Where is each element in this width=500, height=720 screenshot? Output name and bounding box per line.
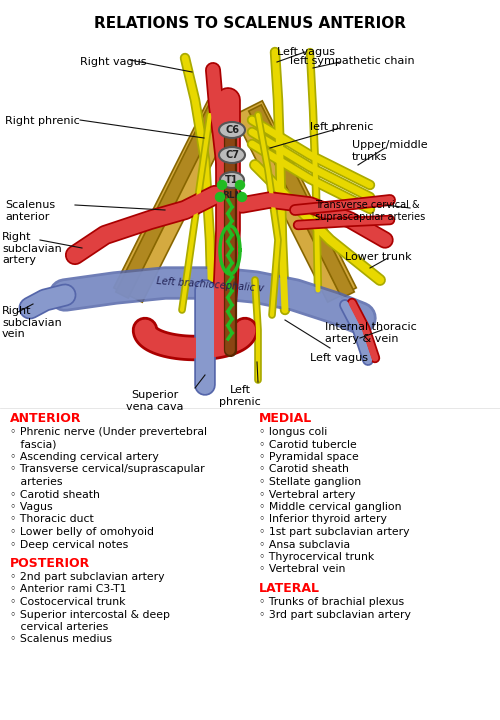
Text: ◦ 3rd part subclavian artery: ◦ 3rd part subclavian artery xyxy=(259,610,411,619)
Text: ◦ Anterior rami C3-T1: ◦ Anterior rami C3-T1 xyxy=(10,585,126,595)
Text: ◦ Vagus: ◦ Vagus xyxy=(10,502,52,512)
Polygon shape xyxy=(114,101,236,302)
Text: ◦ Vertebral artery: ◦ Vertebral artery xyxy=(259,490,356,500)
Text: Transverse cervical &
suprascapular arteries: Transverse cervical & suprascapular arte… xyxy=(315,200,425,222)
Text: Internal thoracic
artery & vein: Internal thoracic artery & vein xyxy=(325,322,417,343)
Text: fascia): fascia) xyxy=(10,439,56,449)
Text: C7: C7 xyxy=(225,150,239,160)
Text: ◦ Pyramidal space: ◦ Pyramidal space xyxy=(259,452,359,462)
Text: ◦ Deep cervical notes: ◦ Deep cervical notes xyxy=(10,539,128,549)
Text: ◦ Scalenus medius: ◦ Scalenus medius xyxy=(10,634,112,644)
Polygon shape xyxy=(116,105,222,298)
Text: LATERAL: LATERAL xyxy=(259,582,320,595)
Text: T1: T1 xyxy=(225,175,239,185)
Text: Lower trunk: Lower trunk xyxy=(345,252,412,262)
Text: left sympathetic chain: left sympathetic chain xyxy=(290,56,414,66)
Text: ◦ Carotid sheath: ◦ Carotid sheath xyxy=(259,464,349,474)
Text: Superior
vena cava: Superior vena cava xyxy=(126,390,184,412)
Text: Right phrenic: Right phrenic xyxy=(5,116,80,126)
Circle shape xyxy=(236,181,244,189)
Text: arteries: arteries xyxy=(10,477,62,487)
Text: ◦ Middle cervical ganglion: ◦ Middle cervical ganglion xyxy=(259,502,402,512)
Text: ◦ Carotid sheath: ◦ Carotid sheath xyxy=(10,490,100,500)
Text: ◦ Inferior thyroid artery: ◦ Inferior thyroid artery xyxy=(259,515,387,524)
Circle shape xyxy=(238,192,246,202)
Text: ◦ Transverse cervical/suprascapular: ◦ Transverse cervical/suprascapular xyxy=(10,464,204,474)
Text: Left vagus: Left vagus xyxy=(310,353,368,363)
Text: ◦ 1st part subclavian artery: ◦ 1st part subclavian artery xyxy=(259,527,410,537)
Ellipse shape xyxy=(219,122,245,138)
Text: ◦ Superior intercostal & deep: ◦ Superior intercostal & deep xyxy=(10,610,170,619)
Ellipse shape xyxy=(220,172,244,188)
Text: ◦ Thyrocervical trunk: ◦ Thyrocervical trunk xyxy=(259,552,374,562)
Circle shape xyxy=(218,181,226,189)
Text: POSTERIOR: POSTERIOR xyxy=(10,557,90,570)
Text: Right vagus: Right vagus xyxy=(80,57,146,67)
Text: ◦ longus coli: ◦ longus coli xyxy=(259,427,327,437)
Ellipse shape xyxy=(219,147,245,163)
Text: ◦ 2nd part subclavian artery: ◦ 2nd part subclavian artery xyxy=(10,572,164,582)
Text: ◦ Ansa subclavia: ◦ Ansa subclavia xyxy=(259,539,350,549)
Text: ◦ Carotid tubercle: ◦ Carotid tubercle xyxy=(259,439,357,449)
Text: ◦ Stellate ganglion: ◦ Stellate ganglion xyxy=(259,477,361,487)
Text: Scalenus
anterior: Scalenus anterior xyxy=(5,200,55,222)
Text: Left
phrenic: Left phrenic xyxy=(219,385,261,407)
Text: ◦ Thoracic duct: ◦ Thoracic duct xyxy=(10,515,94,524)
Text: ◦ Vertebral vein: ◦ Vertebral vein xyxy=(259,564,346,575)
Text: ◦ Costocervical trunk: ◦ Costocervical trunk xyxy=(10,597,126,607)
Text: ◦ Ascending cervical artery: ◦ Ascending cervical artery xyxy=(10,452,159,462)
Text: Upper/middle
trunks: Upper/middle trunks xyxy=(352,140,428,161)
Text: left phrenic: left phrenic xyxy=(310,122,374,132)
Text: Right
subclavian
vein: Right subclavian vein xyxy=(2,306,62,339)
Text: Left vagus: Left vagus xyxy=(277,47,335,57)
Text: ◦ Phrenic nerve (Under prevertebral: ◦ Phrenic nerve (Under prevertebral xyxy=(10,427,207,437)
Text: RLN: RLN xyxy=(222,192,242,200)
Text: C6: C6 xyxy=(225,125,239,135)
Text: Right
subclavian
artery: Right subclavian artery xyxy=(2,232,62,265)
Text: ◦ Trunks of brachial plexus: ◦ Trunks of brachial plexus xyxy=(259,597,404,607)
Text: ANTERIOR: ANTERIOR xyxy=(10,412,82,425)
Text: cervical arteries: cervical arteries xyxy=(10,622,108,632)
Polygon shape xyxy=(234,101,356,302)
Polygon shape xyxy=(248,105,354,298)
Text: MEDIAL: MEDIAL xyxy=(259,412,312,425)
Circle shape xyxy=(216,192,224,202)
Text: Left brachiocephalic v: Left brachiocephalic v xyxy=(156,276,264,294)
Text: RELATIONS TO SCALENUS ANTERIOR: RELATIONS TO SCALENUS ANTERIOR xyxy=(94,16,406,31)
Text: ◦ Lower belly of omohyoid: ◦ Lower belly of omohyoid xyxy=(10,527,154,537)
